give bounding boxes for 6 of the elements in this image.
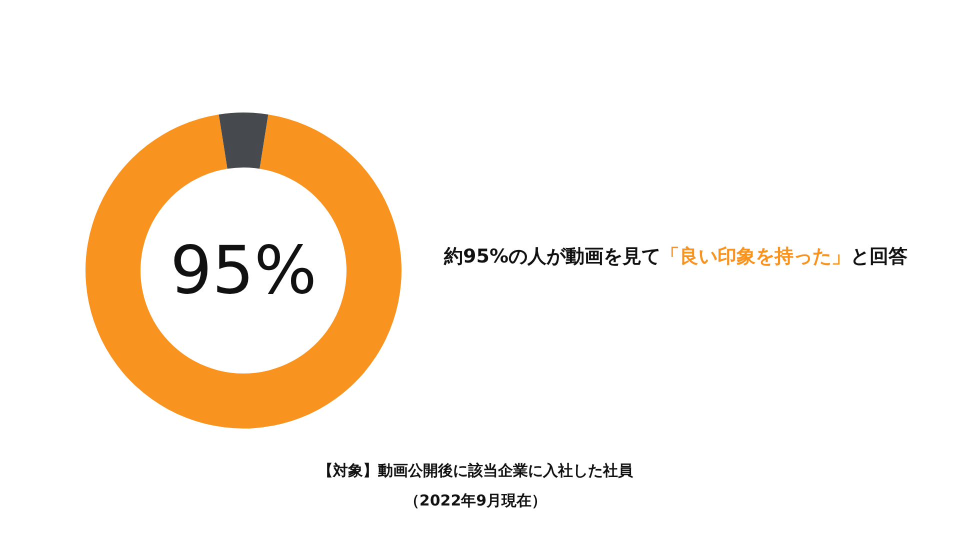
data-label: 95%	[170, 232, 317, 309]
text: 【対象】動画公開後に該当企業に入社した社員	[318, 462, 634, 480]
text: 「良い印象を持った」	[660, 246, 850, 268]
text: と回答	[850, 246, 908, 268]
text: （2022年9月現在）	[404, 492, 547, 510]
text: 約95%の人が動画を見て	[443, 246, 661, 268]
